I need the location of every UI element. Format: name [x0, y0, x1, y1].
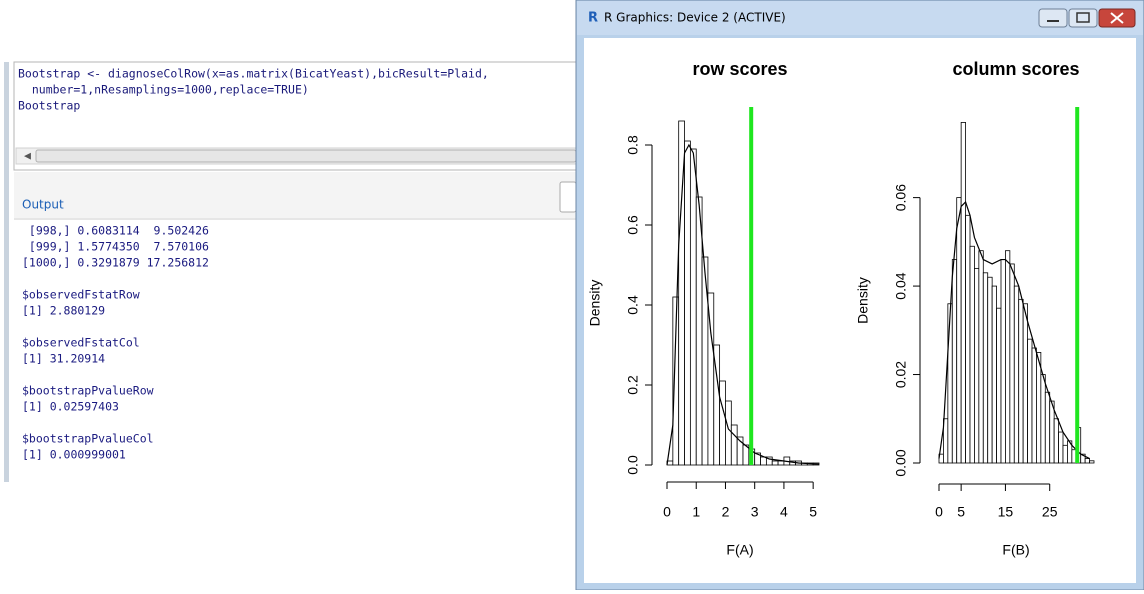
y-tick-label: 0.00	[893, 449, 909, 476]
histogram-bar	[1000, 259, 1006, 464]
chart-title: column scores	[952, 59, 1079, 79]
histogram-bar	[1031, 347, 1037, 464]
code-line: Bootstrap	[18, 99, 80, 113]
charts: row scores F(A) Density 0 1 2 3 4 5 0.0 0.2 0.4 0.6 0…	[587, 59, 1095, 558]
histogram-bar	[695, 196, 703, 466]
y-tick-label: 0.2	[625, 375, 641, 395]
histogram-bar	[969, 245, 975, 464]
y-axis-label: Density	[587, 280, 603, 327]
histogram-bar	[1058, 431, 1064, 464]
y-tick-label: 0.6	[625, 215, 641, 235]
histogram-bar	[1027, 338, 1033, 464]
histogram-bar	[730, 424, 738, 466]
histogram-bar	[1062, 444, 1068, 464]
histogram-bar	[947, 303, 953, 464]
histogram-bar	[978, 250, 984, 464]
y-axis-label: Density	[855, 277, 871, 324]
x-tick-label: 25	[1042, 504, 1058, 520]
histogram-bar	[965, 214, 971, 464]
histogram-bar	[974, 267, 980, 464]
output-line: $bootstrapPvalueCol	[22, 432, 154, 446]
close-icon	[1110, 12, 1124, 24]
histogram-bar	[707, 292, 715, 466]
histogram-bar	[956, 197, 962, 464]
output-line: [1] 2.880129	[22, 304, 105, 318]
histogram-bar	[777, 460, 785, 466]
histogram-bar	[689, 148, 697, 466]
histogram-bar	[760, 456, 767, 466]
output-line: [999,] 1.5774350 7.570106	[22, 240, 209, 254]
histogram-bar	[771, 460, 779, 466]
y-tick-label: 0.0	[625, 455, 641, 475]
histogram-bar	[1044, 391, 1051, 464]
histogram-bar	[1018, 298, 1024, 464]
histogram-bar	[725, 400, 732, 466]
output-line: $bootstrapPvalueRow	[22, 384, 154, 398]
window-title: R Graphics: Device 2 (ACTIVE)	[604, 11, 786, 25]
histogram-bar	[960, 122, 966, 464]
histogram-bar	[1036, 352, 1042, 464]
code-line: number=1,nResamplings=1000,replace=TRUE)	[18, 83, 309, 97]
x-axis-label: F(A)	[726, 542, 753, 558]
histogram-bar	[1013, 285, 1020, 464]
header-button[interactable]	[559, 181, 577, 213]
output-line: [1] 0.02597403	[22, 400, 119, 414]
x-tick-label: 4	[780, 504, 788, 520]
r-icon: R	[588, 11, 598, 26]
x-tick-label: 0	[935, 504, 943, 520]
x-tick-label: 5	[957, 504, 965, 520]
x-axis-label: F(B)	[1002, 542, 1029, 558]
output-label: Output	[22, 198, 64, 212]
x-tick-label: 5	[809, 504, 817, 520]
minimize-button[interactable]	[1038, 8, 1068, 28]
histogram-bar	[1009, 263, 1015, 464]
output-line: [998,] 0.6083114 9.502426	[22, 224, 209, 238]
histogram-bar	[1089, 460, 1095, 464]
scroll-thumb[interactable]	[35, 149, 577, 163]
histogram-bar	[684, 140, 691, 466]
x-tick-label: 15	[998, 504, 1014, 520]
x-tick-label: 2	[722, 504, 730, 520]
y-tick-label: 0.8	[625, 135, 641, 155]
output-line: $observedFstatCol	[22, 336, 140, 350]
histogram-bar	[991, 285, 997, 464]
histogram-bar	[987, 276, 993, 464]
output-line: [1000,] 0.3291879 17.256812	[22, 256, 209, 270]
maximize-icon	[1076, 12, 1090, 23]
histogram-bar	[1049, 400, 1055, 464]
console-text: Bootstrap <- diagnoseColRow(x=as.matrix(…	[18, 67, 489, 462]
output-header	[14, 172, 576, 218]
code-line: Bootstrap <- diagnoseColRow(x=as.matrix(…	[18, 67, 489, 81]
y-tick-label: 0.02	[893, 361, 909, 388]
y-tick-label: 0.06	[893, 184, 909, 211]
x-tick-label: 1	[692, 504, 700, 520]
y-tick-label: 0.4	[625, 295, 641, 315]
histogram-bar	[996, 307, 1002, 464]
histogram-bar	[982, 272, 989, 464]
histogram-bar	[1084, 458, 1090, 464]
histogram-bar	[1053, 418, 1059, 464]
density-curve	[666, 143, 820, 466]
density-curve	[938, 200, 1090, 460]
output-line: [1] 31.20914	[22, 352, 105, 366]
maximize-button[interactable]	[1068, 8, 1098, 28]
histogram-bar	[1040, 374, 1046, 464]
gutter	[4, 62, 9, 482]
y-tick-label: 0.04	[893, 272, 909, 299]
output-line: $observedFstatRow	[22, 288, 140, 302]
x-tick-label: 3	[751, 504, 759, 520]
histogram-bar	[1005, 250, 1011, 464]
chart-title: row scores	[692, 59, 787, 79]
scroll-left[interactable]: ◀	[24, 152, 31, 162]
histogram-bar	[951, 259, 958, 464]
output-line: [1] 0.000999001	[22, 448, 126, 462]
histogram-bar	[719, 380, 726, 466]
histogram-bar	[1022, 303, 1028, 464]
x-tick-label: 0	[663, 504, 671, 520]
